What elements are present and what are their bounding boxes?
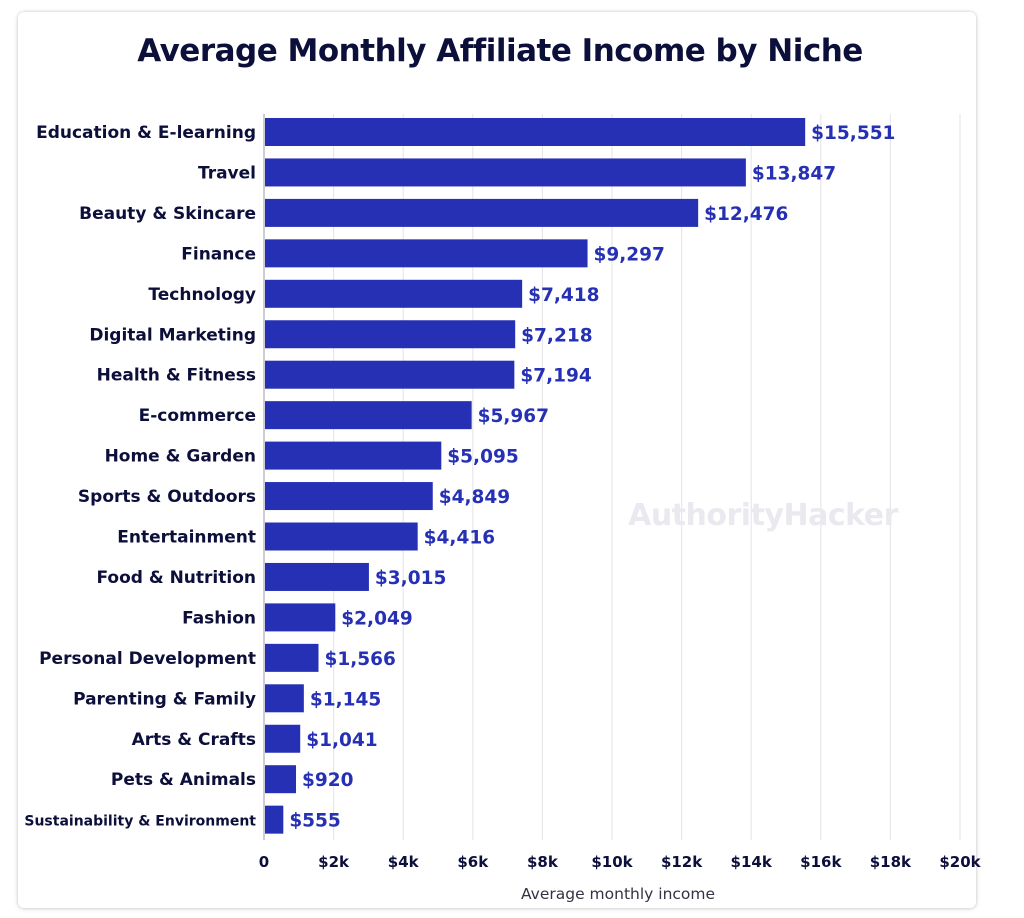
- value-label: $4,849: [439, 487, 510, 508]
- category-label: Sustainability & Environment: [24, 814, 256, 830]
- bar: [265, 239, 588, 268]
- value-label: $5,095: [447, 447, 518, 468]
- chart-title: Average Monthly Affiliate Income by Nich…: [137, 33, 863, 69]
- x-tick-label: 0: [259, 853, 269, 871]
- x-tick-label: $16k: [800, 853, 842, 871]
- x-tick-label: $8k: [527, 853, 559, 871]
- category-label: Pets & Animals: [111, 770, 256, 790]
- category-label: Personal Development: [39, 649, 256, 669]
- value-label: $1,041: [306, 730, 377, 751]
- value-label: $15,551: [811, 123, 895, 144]
- x-tick-label: $4k: [388, 853, 420, 871]
- value-label: $920: [302, 770, 354, 791]
- x-tick-label: $14k: [731, 853, 773, 871]
- category-label: Sports & Outdoors: [78, 487, 256, 507]
- category-label: Finance: [181, 244, 256, 264]
- category-label: Health & Fitness: [97, 366, 256, 386]
- watermark: AuthorityHacker: [628, 498, 898, 533]
- x-tick-label: $18k: [870, 853, 912, 871]
- x-tick-label: $6k: [457, 853, 489, 871]
- bar: [265, 279, 523, 308]
- bar: [265, 805, 284, 834]
- bar: [265, 765, 297, 794]
- value-label: $7,218: [521, 325, 592, 346]
- category-label: Arts & Crafts: [132, 730, 256, 750]
- category-label: Home & Garden: [105, 447, 256, 467]
- category-labels: Education & E-learning Travel Beauty & Ski…: [24, 123, 256, 830]
- bar: [265, 360, 515, 389]
- value-label: $2,049: [341, 608, 412, 629]
- x-tick-label: $2k: [318, 853, 350, 871]
- gridlines: [333, 114, 961, 840]
- x-tick-label: $12k: [661, 853, 703, 871]
- category-label: Fashion: [182, 608, 256, 628]
- value-labels: $15,551 $13,847 $12,476 $9,297 $7,418 $7,218 $…: [289, 123, 895, 832]
- bar: [265, 603, 336, 632]
- x-axis-label: Average monthly income: [521, 885, 715, 903]
- bar: [265, 198, 699, 227]
- x-tick-label: $20k: [939, 853, 981, 871]
- value-label: $1,145: [310, 689, 381, 710]
- value-label: $3,015: [375, 568, 446, 589]
- category-label: Beauty & Skincare: [79, 204, 256, 224]
- value-label: $1,566: [324, 649, 395, 670]
- bar: [265, 482, 433, 511]
- category-label: Food & Nutrition: [96, 568, 256, 588]
- bar: [265, 320, 516, 349]
- value-label: $7,194: [520, 366, 592, 387]
- bar: [265, 441, 442, 470]
- bar: [265, 401, 472, 430]
- category-label: Entertainment: [117, 528, 256, 548]
- value-label: $9,297: [594, 244, 665, 265]
- value-label: $7,418: [528, 285, 599, 306]
- value-label: $5,967: [478, 406, 549, 427]
- value-label: $4,416: [424, 528, 495, 549]
- category-label: Digital Marketing: [89, 325, 256, 345]
- value-label: $12,476: [704, 204, 788, 225]
- bar: [265, 118, 806, 146]
- bar: [265, 684, 304, 713]
- category-label: Travel: [198, 163, 256, 183]
- x-tick-label: $10k: [591, 853, 633, 871]
- category-label: Education & E-learning: [36, 123, 256, 143]
- bar: [265, 158, 746, 187]
- value-label: $555: [289, 811, 341, 832]
- bar: [265, 643, 319, 672]
- x-tick-labels: 0 $2k $4k $6k $8k $10k $12k $14k $16k $18k $20k: [259, 853, 982, 871]
- bar: [265, 562, 369, 591]
- value-label: $13,847: [752, 163, 836, 184]
- category-label: Technology: [148, 285, 256, 305]
- category-label: E-commerce: [139, 406, 256, 426]
- bar: [265, 724, 301, 753]
- category-label: Parenting & Family: [73, 689, 256, 709]
- bar: [265, 522, 418, 551]
- bars: [265, 118, 806, 834]
